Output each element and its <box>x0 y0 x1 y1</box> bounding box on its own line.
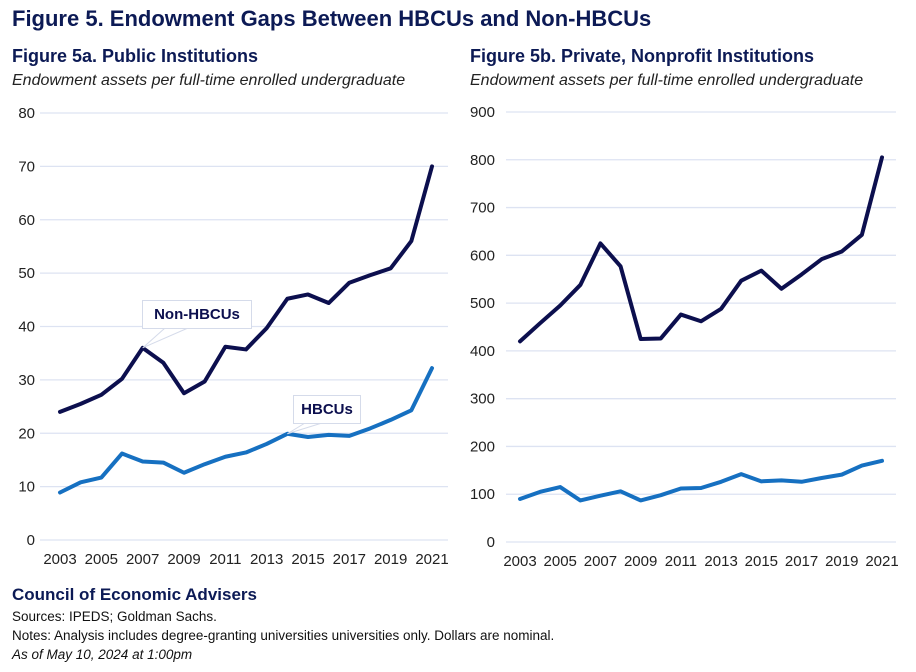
footer-org: Council of Economic Advisers <box>12 585 257 604</box>
y-tick-label: 400 <box>470 343 495 360</box>
x-tick-label: 2021 <box>865 553 898 570</box>
x-tick-label: 2007 <box>584 553 617 570</box>
x-tick-label: 2009 <box>624 553 657 570</box>
y-tick-label: 30 <box>18 372 35 389</box>
x-tick-label: 2005 <box>85 551 118 568</box>
footer-sources: Sources: IPEDS; Goldman Sachs. <box>12 609 217 624</box>
x-tick-label: 2019 <box>374 551 407 568</box>
label-non-hbcus: Non-HBCUs <box>142 300 252 329</box>
y-tick-label: 80 <box>18 105 35 122</box>
callout-pointer <box>287 422 323 435</box>
x-tick-label: 2021 <box>415 551 448 568</box>
x-tick-label: 2009 <box>167 551 200 568</box>
chart-b-title: Figure 5b. Private, Nonprofit Institutio… <box>470 46 815 66</box>
y-tick-label: 50 <box>18 265 35 282</box>
callout-pointer <box>142 327 189 349</box>
chart-a-title: Figure 5a. Public Institutions <box>12 46 259 66</box>
x-tick-label: 2011 <box>665 553 697 570</box>
x-tick-label: 2019 <box>825 553 858 570</box>
x-tick-label: 2003 <box>503 553 536 570</box>
y-tick-label: 40 <box>18 319 35 336</box>
x-tick-label: 2007 <box>126 551 159 568</box>
y-tick-label: 20 <box>18 425 35 442</box>
y-tick-label: 200 <box>470 438 495 455</box>
y-tick-label: 100 <box>470 486 495 503</box>
non-hbcu-line <box>518 155 884 344</box>
figure-title: Figure 5. Endowment Gaps Between HBCUs a… <box>12 6 652 31</box>
y-tick-label: 300 <box>470 391 495 408</box>
hbcu-line <box>58 366 434 495</box>
y-tick-label: 600 <box>470 247 495 264</box>
y-tick-label: 700 <box>470 200 495 217</box>
x-tick-label: 2013 <box>250 551 283 568</box>
x-tick-label: 2017 <box>333 551 366 568</box>
footer-notes: Notes: Analysis includes degree-granting… <box>12 628 555 643</box>
x-tick-label: 2015 <box>745 553 778 570</box>
x-tick-label: 2015 <box>291 551 324 568</box>
y-tick-label: 900 <box>470 104 495 121</box>
chart-a-subtitle: Endowment assets per full-time enrolled … <box>12 72 406 89</box>
non-hbcu-line <box>58 164 434 414</box>
x-tick-label: 2003 <box>43 551 76 568</box>
y-tick-label: 0 <box>487 534 495 551</box>
y-tick-label: 0 <box>27 532 35 549</box>
y-tick-label: 800 <box>470 152 495 169</box>
y-tick-label: 70 <box>18 158 35 175</box>
x-tick-label: 2013 <box>704 553 737 570</box>
x-tick-label: 2005 <box>544 553 577 570</box>
y-tick-label: 10 <box>18 479 35 496</box>
chart-b-subtitle: Endowment assets per full-time enrolled … <box>470 72 864 89</box>
x-tick-label: 2011 <box>209 551 241 568</box>
y-tick-label: 500 <box>470 295 495 312</box>
x-tick-label: 2017 <box>785 553 818 570</box>
label-hbcus: HBCUs <box>293 395 361 424</box>
footer-date: As of May 10, 2024 at 1:00pm <box>12 647 193 662</box>
y-tick-label: 60 <box>18 212 35 229</box>
